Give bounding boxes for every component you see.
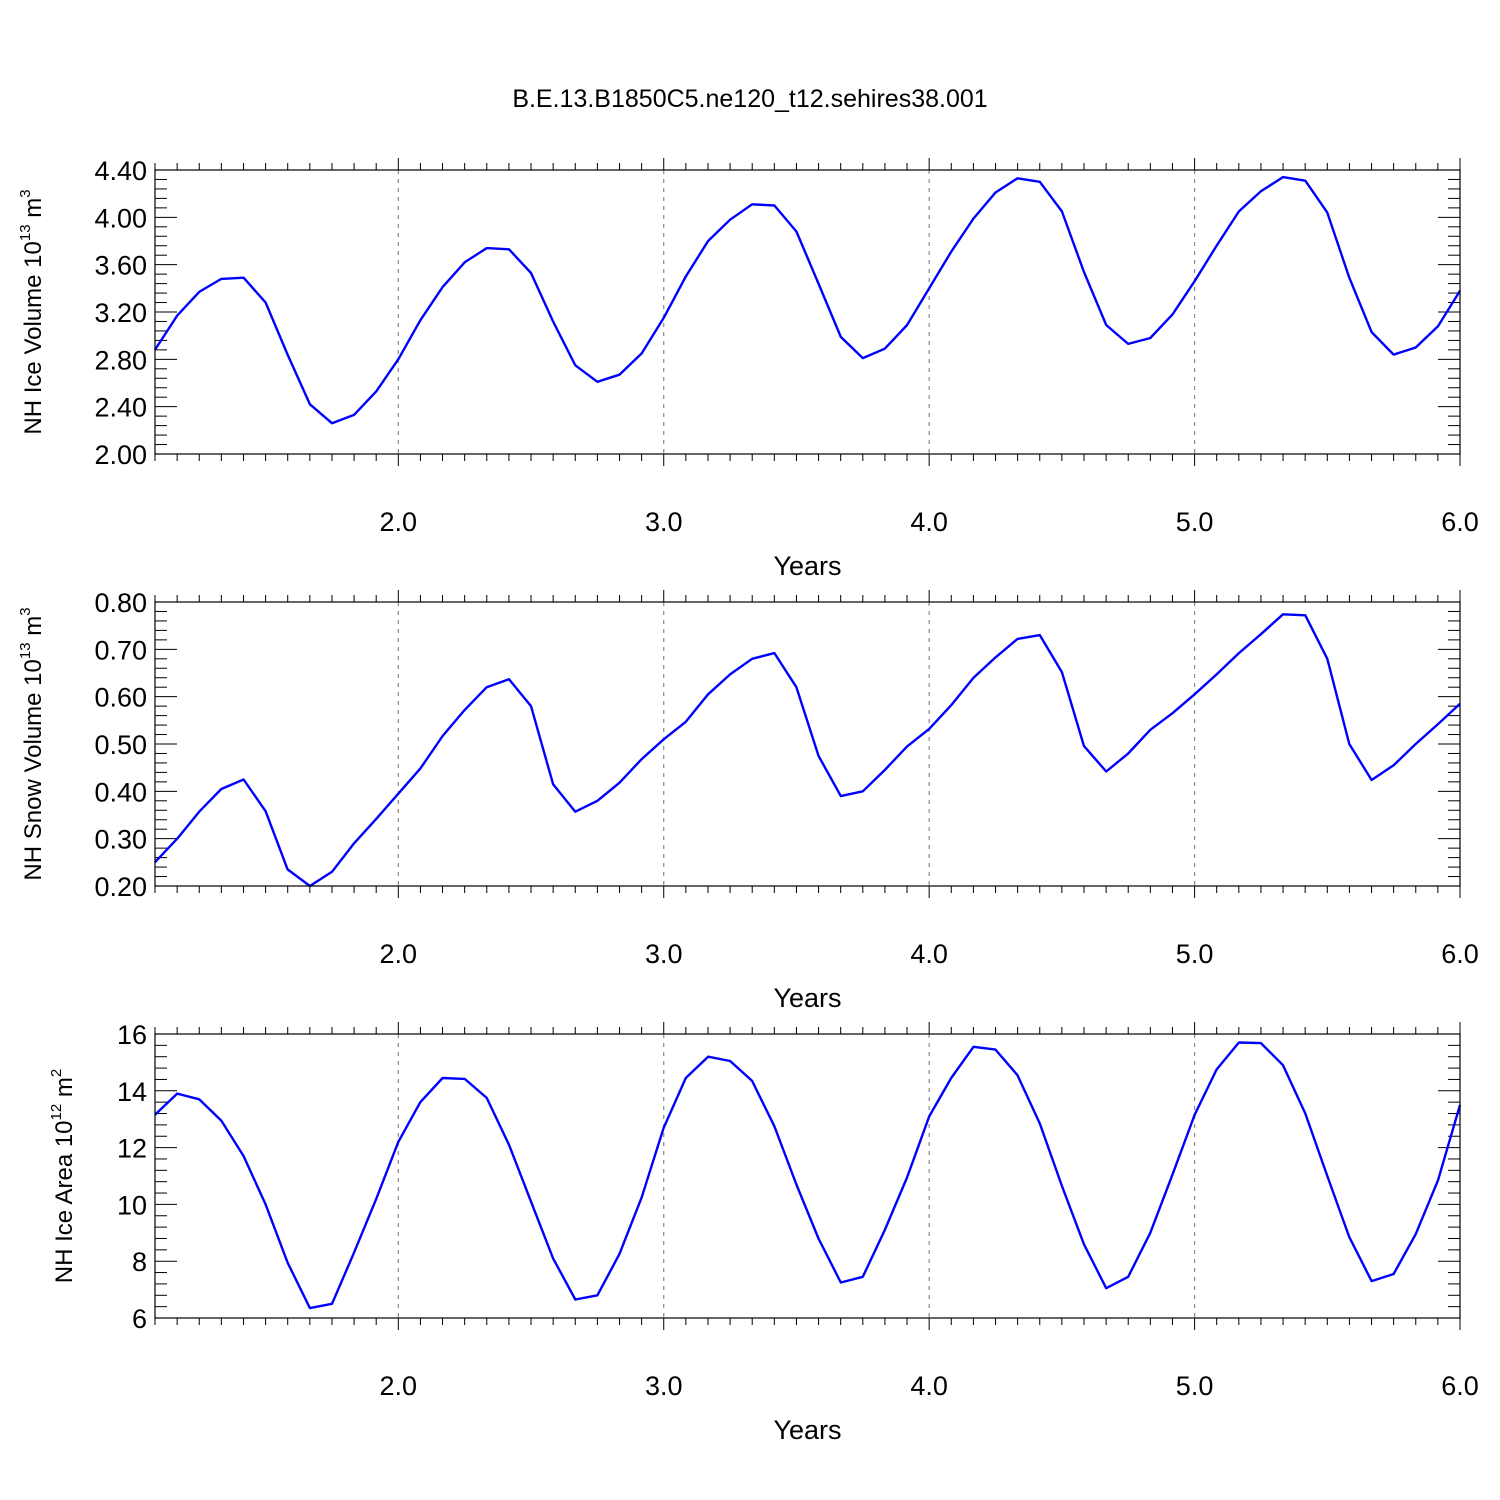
x-tick-label: 6.0	[1441, 1371, 1479, 1401]
y-tick-label: 0.70	[94, 635, 147, 665]
y-axis-label: NH Ice Area 1012 m2	[48, 1069, 78, 1283]
y-tick-label: 2.00	[94, 440, 147, 470]
x-tick-label: 3.0	[645, 1371, 683, 1401]
y-tick-label: 8	[132, 1247, 147, 1277]
plot-frame	[154, 169, 1461, 455]
y-tick-label: 3.60	[94, 251, 147, 281]
x-tick-label: 2.0	[380, 939, 418, 969]
y-tick-label: 0.80	[94, 588, 147, 618]
y-tick-label: 10	[117, 1190, 147, 1220]
series-line-ice-volume	[153, 175, 1462, 425]
x-tick-label: 6.0	[1441, 939, 1479, 969]
x-tick-label: 5.0	[1176, 1371, 1214, 1401]
y-tick-label: 2.80	[94, 345, 147, 375]
y-tick-label: 0.30	[94, 825, 147, 855]
y-tick-label: 0.20	[94, 872, 147, 902]
x-tick-label: 4.0	[910, 1371, 948, 1401]
x-tick-label: 5.0	[1176, 507, 1214, 537]
y-tick-label: 14	[117, 1077, 147, 1107]
y-tick-label: 4.40	[94, 156, 147, 186]
x-axis-label: Years	[773, 1415, 841, 1445]
figure-title: B.E.13.B1850C5.ne120_t12.sehires38.001	[512, 85, 987, 113]
panel-ice-area: 6 8 10 12 14 16 2.0 3.0 4.0 5.0 6.0 Years NH Ice A…	[48, 1020, 1479, 1445]
panel-ice-volume: 2.00 2.40 2.80 3.20 3.60 4.00 4.40 2.0 3.0 4.0 5.0…	[17, 156, 1479, 581]
x-tick-label: 2.0	[380, 1371, 418, 1401]
plot-frame	[154, 1033, 1461, 1319]
y-tick-label: 3.20	[94, 298, 147, 328]
x-axis-label: Years	[773, 551, 841, 581]
y-axis-label: NH Ice Volume 1013 m3	[17, 189, 47, 434]
x-tick-label: 4.0	[910, 507, 948, 537]
y-tick-label: 0.50	[94, 730, 147, 760]
y-tick-label: 16	[117, 1020, 147, 1050]
x-tick-label: 3.0	[645, 507, 683, 537]
x-tick-label: 2.0	[380, 507, 418, 537]
x-axis-label: Years	[773, 983, 841, 1013]
y-axis-label: NH Snow Volume 1013 m3	[17, 607, 47, 880]
y-tick-label: 2.40	[94, 393, 147, 423]
panel-snow-volume: 0.20 0.30 0.40 0.50 0.60 0.70 0.80 2.0 3.0 4.0 5.0…	[17, 588, 1479, 1013]
x-tick-label: 3.0	[645, 939, 683, 969]
y-tick-label: 4.00	[94, 203, 147, 233]
x-tick-label: 4.0	[910, 939, 948, 969]
y-tick-label: 0.60	[94, 683, 147, 713]
y-tick-label: 6	[132, 1304, 147, 1334]
y-tick-label: 12	[117, 1134, 147, 1164]
x-tick-label: 5.0	[1176, 939, 1214, 969]
series-line-ice-area	[154, 1041, 1462, 1310]
y-tick-label: 0.40	[94, 777, 147, 807]
series-line-snow-volume	[154, 613, 1461, 888]
x-tick-label: 6.0	[1441, 507, 1479, 537]
plot-frame	[154, 601, 1461, 887]
